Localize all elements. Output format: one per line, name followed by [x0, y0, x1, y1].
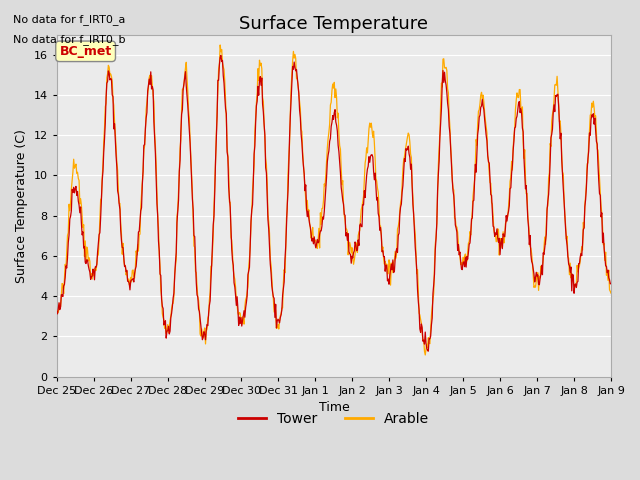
Text: No data for f_IRT0_b: No data for f_IRT0_b — [13, 34, 125, 45]
Title: Surface Temperature: Surface Temperature — [239, 15, 428, 33]
Legend: Tower, Arable: Tower, Arable — [233, 406, 435, 431]
Y-axis label: Surface Temperature (C): Surface Temperature (C) — [15, 129, 28, 283]
Text: BC_met: BC_met — [60, 45, 112, 58]
Text: No data for f_IRT0_a: No data for f_IRT0_a — [13, 14, 125, 25]
X-axis label: Time: Time — [319, 401, 349, 414]
